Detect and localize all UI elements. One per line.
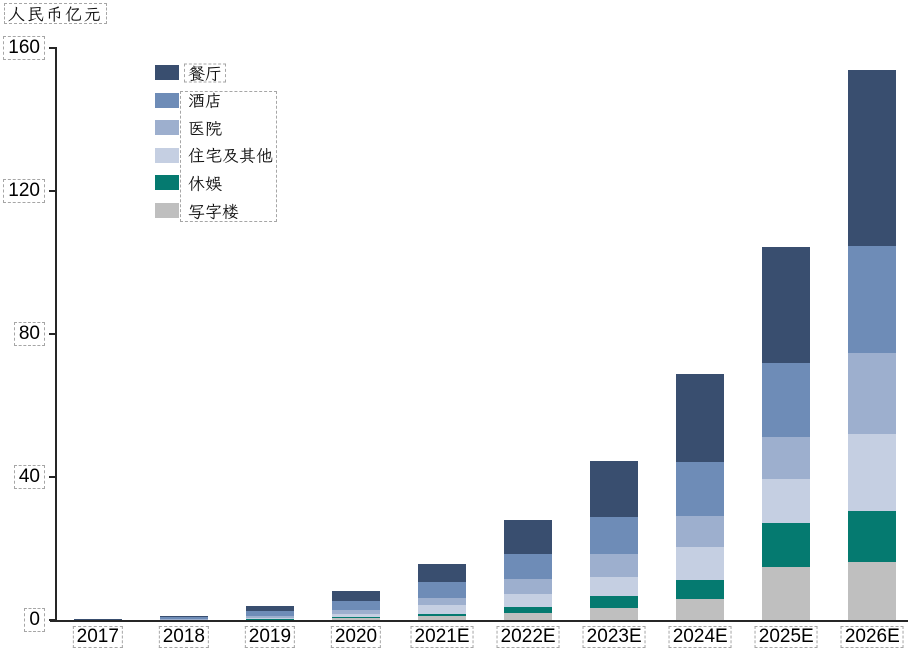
bar-segment <box>331 609 380 614</box>
bar-segment <box>762 247 811 363</box>
bar-segment <box>245 615 294 618</box>
legend-swatch <box>155 65 179 80</box>
x-tick-label: 2025E <box>754 625 818 648</box>
bar-segment <box>848 70 897 246</box>
x-tick-label: 2018 <box>158 625 209 648</box>
y-tick-label: 160 <box>3 35 45 60</box>
bar-segment <box>676 461 725 516</box>
y-tick-mark <box>49 189 55 192</box>
x-tick-label: 2024E <box>668 625 732 648</box>
y-tick-mark <box>49 333 55 336</box>
bar-segment <box>418 582 467 598</box>
legend-swatch <box>155 92 179 108</box>
y-tick-label: 120 <box>3 178 45 203</box>
bar-segment <box>676 580 725 599</box>
bar-segment <box>159 616 208 620</box>
legend-label: 住宅及其他 <box>188 143 273 167</box>
y-tick-mark <box>49 46 55 49</box>
bar-segment <box>418 564 467 583</box>
legend-group-annotation-box <box>180 90 277 222</box>
bar-segment <box>762 436 811 479</box>
x-tick-label: 2022E <box>496 625 560 648</box>
bar-segment <box>245 617 294 620</box>
bar-segment <box>245 605 294 611</box>
bar-segment <box>245 619 294 621</box>
bar-segment <box>762 566 811 621</box>
y-tick-mark <box>49 476 55 479</box>
bar-segment <box>762 523 811 567</box>
y-axis-line <box>54 46 57 622</box>
bar-segment <box>418 613 467 616</box>
bar-segment <box>331 616 380 619</box>
bar-segment <box>590 461 639 517</box>
bar-segment <box>418 597 467 605</box>
legend-label: 医院 <box>188 116 222 140</box>
x-tick-label: 2023E <box>582 625 646 648</box>
bar-segment <box>590 576 639 597</box>
bar-segment <box>504 593 553 608</box>
x-tick-label: 2021E <box>410 625 474 648</box>
bar-segment <box>418 604 467 614</box>
bar-segment <box>331 613 380 617</box>
bar-segment <box>504 520 553 554</box>
bar-segment <box>590 516 639 555</box>
bar-segment <box>848 510 897 563</box>
bar-segment <box>331 591 380 601</box>
bar-segment <box>590 607 639 621</box>
y-tick-label: 0 <box>24 608 45 633</box>
bar-segment <box>848 562 897 621</box>
y-tick-mark <box>49 619 55 622</box>
bar-segment <box>676 373 725 462</box>
x-tick-label: 2017 <box>72 625 123 648</box>
legend-swatch <box>155 147 179 163</box>
y-tick-label: 40 <box>13 465 45 490</box>
y-tick-label: 80 <box>13 322 45 347</box>
x-tick-label: 2026E <box>840 625 904 648</box>
legend-swatch <box>155 175 179 191</box>
bar-segment <box>762 479 811 524</box>
bar-segment <box>245 610 294 616</box>
bar-segment <box>159 619 208 620</box>
bar-segment <box>504 553 553 579</box>
bar-segment <box>848 353 897 434</box>
legend-swatch <box>155 203 179 218</box>
legend-label: 餐厅 <box>184 63 226 82</box>
bar-segment <box>590 596 639 608</box>
x-axis-line <box>49 619 908 622</box>
legend-label: 酒店 <box>188 88 222 112</box>
bar-segment <box>676 546 725 581</box>
bar-segment <box>676 598 725 621</box>
bar-segment <box>504 607 553 613</box>
legend-label: 写字楼 <box>188 199 239 222</box>
bar-segment <box>762 362 811 437</box>
bar-segment <box>848 433 897 511</box>
bar-segment <box>331 618 380 621</box>
bar-segment <box>590 554 639 577</box>
bar-segment <box>331 600 380 610</box>
y-axis-unit-label: 人民币亿元 <box>4 3 107 24</box>
bar-segment <box>504 612 553 621</box>
bar-segment <box>159 615 208 617</box>
legend-label: 休娱 <box>188 171 222 195</box>
bar-segment <box>418 615 467 621</box>
x-tick-label: 2020 <box>330 625 382 648</box>
bar-segment <box>504 578 553 594</box>
bar-segment <box>73 618 122 620</box>
legend-swatch <box>155 120 179 136</box>
bar-segment <box>676 515 725 547</box>
bar-segment <box>848 245 897 354</box>
x-tick-label: 2019 <box>244 625 296 648</box>
